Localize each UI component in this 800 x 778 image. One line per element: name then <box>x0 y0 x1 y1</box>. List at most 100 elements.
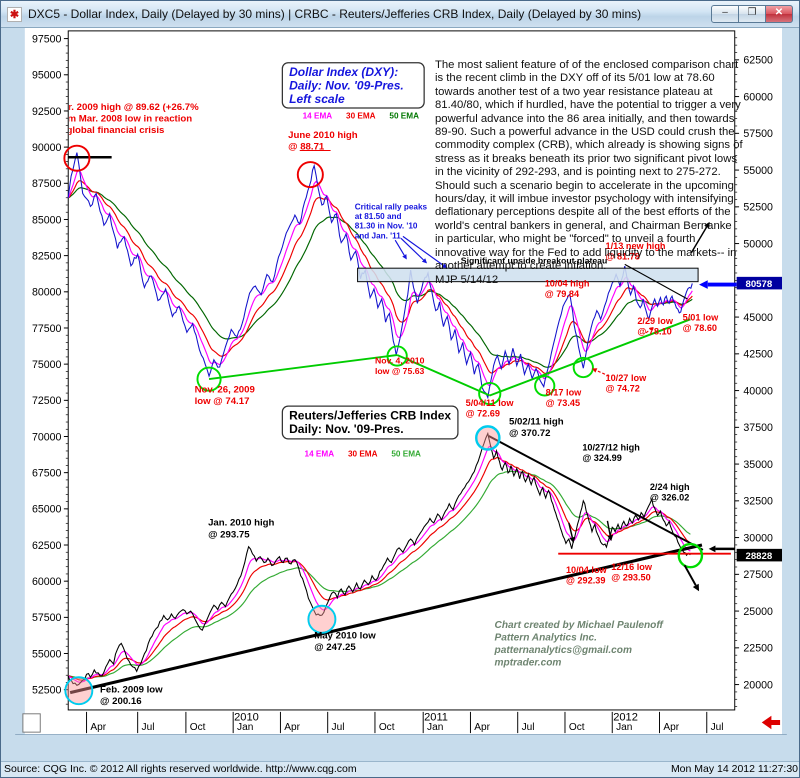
close-button[interactable]: ✕ <box>765 5 793 23</box>
annotation-jan-2010-high: Jan. 2010 high@ 293.75 <box>208 518 274 541</box>
window-title: DXC5 - Dollar Index, Daily (Delayed by 3… <box>28 7 642 21</box>
index-label-box <box>281 62 425 109</box>
maximize-button[interactable]: ❐ <box>738 5 766 23</box>
ema-line <box>68 457 691 681</box>
annotation-text: Critical rally peaks <box>355 202 428 211</box>
left-axis-label: 52500 <box>32 685 62 697</box>
month-label: Oct <box>190 722 206 733</box>
status-bar: Source: CQG Inc. © 2012 All rights reser… <box>1 761 799 777</box>
window-controls: – ❐ ✕ <box>711 5 793 23</box>
index-label-text: Daily: Nov. '09-Pres. <box>289 79 404 93</box>
annotation-june-2010-high: June 2010 high@ 88.71 <box>288 130 358 153</box>
month-label: Apr <box>284 722 300 733</box>
left-axis-label: 77500 <box>32 323 62 335</box>
ema-line <box>67 445 691 683</box>
price-tag <box>736 548 783 562</box>
commentary-text: The most salient feature of of the enclo… <box>435 59 743 286</box>
arrow <box>400 237 428 264</box>
chart-background <box>24 28 783 736</box>
plot-border <box>67 30 736 711</box>
month-label: Jul <box>711 722 724 733</box>
right-axis-label: 22500 <box>743 643 773 655</box>
left-axis-label: 72500 <box>32 395 62 407</box>
annotation-low-1027: 10/27 low@ 74.72 <box>605 373 647 394</box>
index-label-text: Dollar Index (DXY): <box>289 65 398 79</box>
minimize-button[interactable]: – <box>711 5 739 23</box>
trendline <box>69 543 703 695</box>
left-axis-label: 95000 <box>32 70 62 82</box>
highlight-circle <box>572 356 594 379</box>
annotation-text: @ 79.84 <box>545 289 580 299</box>
title-bar: ✱ DXC5 - Dollar Index, Daily (Delayed by… <box>1 1 799 28</box>
left-axis-label: 92500 <box>32 106 62 118</box>
annotation-text: 5/04/11 low <box>466 398 515 408</box>
status-source: Source: CQG Inc. © 2012 All rights reser… <box>4 763 357 775</box>
right-axis-label: 25000 <box>743 606 773 618</box>
ema-legend-item: 50 EMA <box>391 449 421 458</box>
month-label: Jul <box>332 722 345 733</box>
annotation-text: 10/04 high <box>545 279 590 289</box>
arrow <box>606 520 614 542</box>
trendline <box>624 263 688 300</box>
left-axis-label: 80000 <box>32 287 62 299</box>
right-axis-label: 57500 <box>743 128 773 140</box>
annotation-new-high-113: 1/13 new high@ 81.78 <box>605 241 665 262</box>
arrowhead <box>402 254 407 260</box>
annotation-low-817: 8/17 low@ 73.45 <box>546 388 583 409</box>
right-axis-label: 52500 <box>743 202 773 214</box>
annotation-breakout-plateau-label: Significant upside breakout plateau <box>461 255 607 265</box>
month-label: Jan <box>616 722 632 733</box>
status-datetime: Mon May 14 2012 11:27:30 <box>670 763 798 775</box>
month-label: Jan <box>237 722 253 733</box>
highlight-circle <box>475 425 501 451</box>
year-label: 2012 <box>613 712 638 724</box>
price-tag <box>736 276 783 290</box>
price-tag-value: 28828 <box>745 551 772 562</box>
index-label-text: Daily: Nov. '09-Pres. <box>289 422 403 436</box>
annotation-text: May 2010 low <box>314 631 376 642</box>
ema-legend-item: 14 EMA <box>303 112 333 121</box>
right-axis-label: 55000 <box>743 165 773 177</box>
annotation-text: mptrader.com <box>495 658 562 669</box>
price-line <box>67 152 693 400</box>
annotation-high-50211: 5/02/11 high@ 370.72 <box>509 416 564 439</box>
trendline <box>489 318 691 397</box>
annotation-text: @ 72.69 <box>466 409 500 419</box>
annotation-text: 2/24 high <box>650 482 690 492</box>
annotation-text: @ 324.99 <box>582 453 621 463</box>
annotation-low-501: 5/01 low@ 78.60 <box>683 312 720 333</box>
arrow <box>699 280 737 289</box>
trendline <box>208 354 398 381</box>
annotation-high-1004: 10/04 high@ 79.84 <box>545 279 590 300</box>
arrowhead <box>649 327 654 331</box>
arrow <box>645 327 654 334</box>
annotation-text: Jan. 2010 high <box>208 518 274 529</box>
right-axis-label: 32500 <box>743 496 773 508</box>
scrollbar-corner[interactable] <box>22 713 41 733</box>
left-axis-label: 70000 <box>32 431 62 443</box>
annotation-text: @ 81.78 <box>605 251 639 261</box>
annotation-text: 81.30 in Nov. '10 <box>355 222 418 231</box>
annotation-low-229: 2/29 low@ 78.10 <box>637 316 674 337</box>
annotation-text: from Mar. 2008 low in reaction <box>55 114 193 125</box>
chart-region: 97500 95000 92500 90000 87500 85000 82500 80000… <box>1 28 799 763</box>
scroll-left-arrow-icon[interactable] <box>761 715 781 730</box>
arrow <box>690 221 710 254</box>
annotation-text: @ 78.60 <box>683 323 717 333</box>
annotation-text: @ 88.71 <box>288 142 325 153</box>
annotation-low-50411: 5/04/11 low@ 72.69 <box>466 398 515 419</box>
right-axis-label: 35000 <box>743 459 773 471</box>
month-label: Jul <box>522 722 535 733</box>
highlight-circle <box>386 345 408 367</box>
highlight-circle <box>64 676 94 706</box>
arrowhead <box>704 221 710 229</box>
year-label: 2010 <box>234 712 259 724</box>
annotation-text: @ 78.10 <box>637 327 671 337</box>
breakout-plateau-rect <box>357 267 699 283</box>
trendline <box>488 435 704 551</box>
arrowhead <box>699 280 708 289</box>
annotation-feb-2009-low: Feb. 2009 low@ 200.16 <box>100 685 163 708</box>
arrow <box>708 545 735 553</box>
app-icon: ✱ <box>7 7 22 22</box>
